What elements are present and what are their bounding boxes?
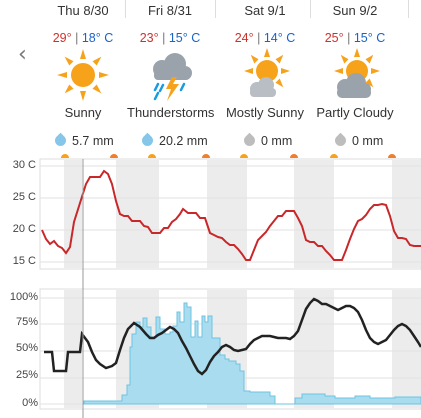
percent-axis-label: 50%: [15, 342, 38, 354]
precip-amount: 20.2 mm: [139, 132, 208, 149]
sunrise-marker: [61, 154, 69, 158]
temp-axis-label: 25 C: [12, 191, 36, 203]
day-column-sun: Sun 9/2 25° | 15° C Partly Cloudy: [312, 0, 398, 158]
sunset-marker: [388, 154, 396, 158]
percent-axis-label: 75%: [15, 316, 38, 328]
day-temps: 24° | 14° C: [234, 31, 296, 45]
previous-days-button[interactable]: ‹: [18, 42, 27, 67]
mostly-sunny-icon: [244, 48, 290, 97]
day-date: Fri 8/31: [147, 3, 193, 18]
precip-humidity-chart: [39, 159, 421, 418]
percent-axis-label: 100%: [9, 291, 38, 303]
percent-axis-label: 0%: [22, 397, 38, 409]
temp-axis-label: 15 C: [12, 255, 36, 267]
day-temps: 29° | 18° C: [52, 31, 114, 45]
percent-axis-label: 25%: [15, 369, 38, 381]
precip-amount: 5.7 mm: [52, 132, 114, 149]
sunset-marker: [110, 154, 118, 158]
sunset-marker: [202, 154, 210, 158]
sunrise-marker: [148, 154, 156, 158]
day-condition: Mostly Sunny: [225, 105, 305, 120]
temperature-chart: [39, 158, 421, 270]
day-condition: Thunderstorms: [127, 105, 215, 120]
temp-axis-label: 20 C: [12, 223, 36, 235]
day-temps: 25° | 15° C: [324, 31, 386, 45]
day-date: Sun 9/2: [332, 3, 378, 18]
partly-cloudy-icon: [334, 48, 380, 98]
day-date: Sat 9/1: [244, 3, 286, 18]
chevron-left-icon: ‹: [18, 42, 27, 67]
sun-icon: [57, 49, 109, 101]
day-date: Thu 8/30: [57, 3, 109, 18]
sunset-marker: [290, 154, 298, 158]
precip-amount: 0 mm: [241, 132, 292, 149]
temp-axis-label: 30 C: [12, 159, 36, 171]
thunderstorm-icon: [153, 53, 192, 101]
day-condition: Sunny: [64, 105, 102, 120]
day-column-thu: Thu 8/30 29° | 18° C Sunny: [40, 0, 126, 158]
day-condition: Partly Cloudy: [316, 105, 394, 120]
day-temps: 23° | 15° C: [139, 31, 201, 45]
day-column-fri: Fri 8/31 23° | 15° C Thunderstorms: [127, 0, 215, 158]
sunrise-marker: [330, 154, 338, 158]
precip-amount: 0 mm: [332, 132, 383, 149]
sunrise-marker: [240, 154, 248, 158]
day-column-sat: Sat 9/1 24° | 14° C Mostly Sunny: [222, 0, 308, 158]
